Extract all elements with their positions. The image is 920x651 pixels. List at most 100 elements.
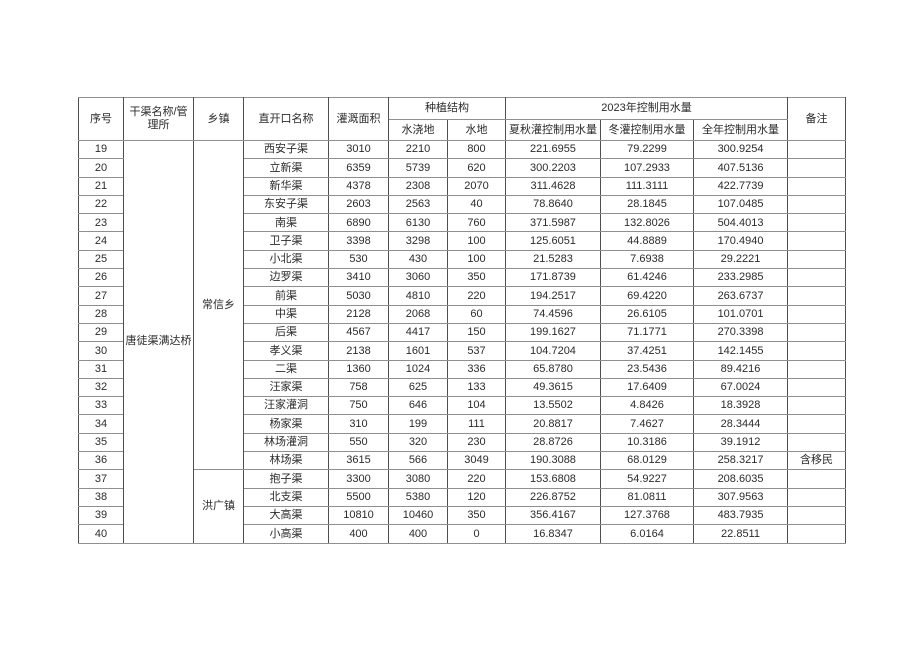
cell-serial-no: 29 <box>78 322 124 343</box>
cell-serial-no: 26 <box>78 268 124 288</box>
cell-outlet-name: 二渠 <box>243 359 329 379</box>
cell-irrigation-area: 3410 <box>328 268 389 288</box>
cell-serial-no: 37 <box>78 469 124 489</box>
cell-annual-usage: 300.9254 <box>692 139 789 160</box>
cell-summer-autumn-usage: 104.7204 <box>505 341 601 361</box>
cell-irrigation-area: 6890 <box>328 213 389 233</box>
table-row: 26 边罗渠 3410 3060 350 171.8739 61.4246 233.2985 <box>78 268 847 288</box>
table-row: 35 林场灌洞 550 320 230 28.8726 10.3186 39.1912 <box>78 432 847 453</box>
cell-summer-autumn-usage: 194.2517 <box>505 286 601 306</box>
cell-irrigated-land: 3298 <box>388 231 448 251</box>
cell-irrigation-area: 6359 <box>328 158 389 178</box>
cell-summer-autumn-usage: 171.8739 <box>505 268 601 288</box>
cell-winter-usage: 7.4627 <box>600 414 694 434</box>
cell-irrigated-land: 10460 <box>388 505 448 526</box>
cell-outlet-name: 新华渠 <box>243 176 329 196</box>
header-canal-name: 干渠名称/管理所 <box>123 97 194 141</box>
cell-irrigated-land: 3060 <box>388 268 448 288</box>
cell-water-land: 40 <box>447 194 506 215</box>
cell-summer-autumn-usage: 16.8347 <box>505 524 601 544</box>
cell-winter-usage: 61.4246 <box>600 268 694 288</box>
cell-remark <box>787 304 847 324</box>
table-row: 34 杨家渠 310 199 111 20.8817 7.4627 28.3444 <box>78 414 847 434</box>
cell-irrigation-area: 5030 <box>328 286 389 306</box>
cell-remark <box>787 414 847 434</box>
cell-water-land: 120 <box>447 487 506 507</box>
cell-annual-usage: 28.3444 <box>692 414 789 434</box>
cell-irrigated-land: 430 <box>388 249 448 270</box>
cell-irrigated-land: 3080 <box>388 469 448 489</box>
cell-remark <box>787 487 847 507</box>
cell-remark <box>787 139 847 160</box>
cell-remark <box>787 158 847 178</box>
cell-summer-autumn-usage: 21.5283 <box>505 249 601 270</box>
water-usage-table: 序号 干渠名称/管理所 乡镇 直开口名称 灌溉面积 种植结构 2023年控制用水… <box>78 97 847 544</box>
cell-irrigation-area: 750 <box>328 396 389 416</box>
cell-water-land: 100 <box>447 231 506 251</box>
cell-outlet-name: 中渠 <box>243 304 329 324</box>
cell-serial-no: 40 <box>78 524 124 544</box>
cell-outlet-name: 小高渠 <box>243 524 329 544</box>
cell-water-land: 350 <box>447 505 506 526</box>
cell-water-land: 133 <box>447 377 506 398</box>
cell-outlet-name: 林场渠 <box>243 451 329 471</box>
cell-irrigated-land: 320 <box>388 432 448 453</box>
cell-annual-usage: 233.2985 <box>692 268 789 288</box>
table-row: 37 洪广镇 抱子渠 3300 3080 220 153.6808 54.9227 208.60… <box>78 469 847 544</box>
cell-outlet-name: 北支渠 <box>243 487 329 507</box>
cell-annual-usage: 39.1912 <box>692 432 789 453</box>
cell-water-land: 150 <box>447 322 506 343</box>
cell-serial-no: 19 <box>78 139 124 160</box>
cell-outlet-name: 孝义渠 <box>243 341 329 361</box>
cell-outlet-name: 林场灌洞 <box>243 432 329 453</box>
cell-annual-usage: 504.4013 <box>692 213 789 233</box>
cell-summer-autumn-usage: 78.8640 <box>505 194 601 215</box>
cell-annual-usage: 422.7739 <box>692 176 789 196</box>
cell-water-land: 620 <box>447 158 506 178</box>
cell-remark <box>787 432 847 453</box>
cell-winter-usage: 4.8426 <box>600 396 694 416</box>
cell-annual-usage: 263.6737 <box>692 286 789 306</box>
cell-outlet-name: 南渠 <box>243 213 329 233</box>
cell-summer-autumn-usage: 49.3615 <box>505 377 601 398</box>
cell-winter-usage: 17.6409 <box>600 377 694 398</box>
cell-irrigation-area: 3615 <box>328 451 389 471</box>
cell-outlet-name: 前渠 <box>243 286 329 306</box>
cell-summer-autumn-usage: 371.5987 <box>505 213 601 233</box>
header-serial-no: 序号 <box>78 97 124 141</box>
cell-irrigated-land: 1601 <box>388 341 448 361</box>
cell-remark <box>787 322 847 343</box>
cell-remark <box>787 249 847 270</box>
cell-serial-no: 20 <box>78 158 124 178</box>
table-row: 40 小高渠 400 400 0 16.8347 6.0164 22.8511 <box>78 524 847 544</box>
cell-irrigation-area: 5500 <box>328 487 389 507</box>
cell-water-land: 2070 <box>447 176 506 196</box>
header-irrigation-area: 灌溉面积 <box>328 97 389 141</box>
cell-serial-no: 34 <box>78 414 124 434</box>
header-winter-usage: 冬灌控制用水量 <box>600 119 694 141</box>
cell-annual-usage: 18.3928 <box>692 396 789 416</box>
header-planting-structure: 种植结构 <box>388 97 506 120</box>
cell-winter-usage: 132.8026 <box>600 213 694 233</box>
cell-outlet-name: 汪家灌洞 <box>243 396 329 416</box>
cell-serial-no: 24 <box>78 231 124 251</box>
cell-water-land: 336 <box>447 359 506 379</box>
cell-serial-no: 36 <box>78 451 124 471</box>
cell-summer-autumn-usage: 221.6955 <box>505 139 601 160</box>
cell-water-land: 760 <box>447 213 506 233</box>
cell-summer-autumn-usage: 226.8752 <box>505 487 601 507</box>
cell-remark <box>787 231 847 251</box>
cell-outlet-name: 大高渠 <box>243 505 329 526</box>
cell-annual-usage: 67.0024 <box>692 377 789 398</box>
header-annual-usage: 全年控制用水量 <box>692 119 789 141</box>
cell-outlet-name: 汪家渠 <box>243 377 329 398</box>
cell-water-land: 800 <box>447 139 506 160</box>
cell-summer-autumn-usage: 13.5502 <box>505 396 601 416</box>
table-row: 22 东安子渠 2603 2563 40 78.8640 28.1845 107.0485 <box>78 194 847 215</box>
cell-serial-no: 33 <box>78 396 124 416</box>
cell-remark <box>787 469 847 489</box>
cell-irrigated-land: 400 <box>388 524 448 544</box>
cell-remark: 含移民 <box>787 451 847 471</box>
cell-irrigation-area: 2138 <box>328 341 389 361</box>
